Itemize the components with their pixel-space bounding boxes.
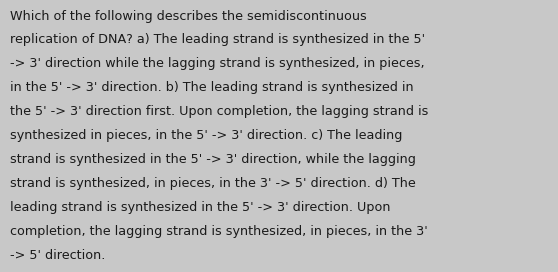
Text: strand is synthesized in the 5' -> 3' direction, while the lagging: strand is synthesized in the 5' -> 3' di…	[10, 153, 416, 166]
Text: -> 3' direction while the lagging strand is synthesized, in pieces,: -> 3' direction while the lagging strand…	[10, 57, 425, 70]
Text: completion, the lagging strand is synthesized, in pieces, in the 3': completion, the lagging strand is synthe…	[10, 225, 428, 238]
Text: synthesized in pieces, in the 5' -> 3' direction. c) The leading: synthesized in pieces, in the 5' -> 3' d…	[10, 129, 402, 142]
Text: leading strand is synthesized in the 5' -> 3' direction. Upon: leading strand is synthesized in the 5' …	[10, 201, 391, 214]
Text: in the 5' -> 3' direction. b) The leading strand is synthesized in: in the 5' -> 3' direction. b) The leadin…	[10, 81, 413, 94]
Text: Which of the following describes the semidiscontinuous: Which of the following describes the sem…	[10, 10, 367, 23]
Text: -> 5' direction.: -> 5' direction.	[10, 249, 105, 262]
Text: strand is synthesized, in pieces, in the 3' -> 5' direction. d) The: strand is synthesized, in pieces, in the…	[10, 177, 416, 190]
Text: replication of DNA? a) The leading strand is synthesized in the 5': replication of DNA? a) The leading stran…	[10, 33, 425, 47]
Text: the 5' -> 3' direction first. Upon completion, the lagging strand is: the 5' -> 3' direction first. Upon compl…	[10, 105, 429, 118]
